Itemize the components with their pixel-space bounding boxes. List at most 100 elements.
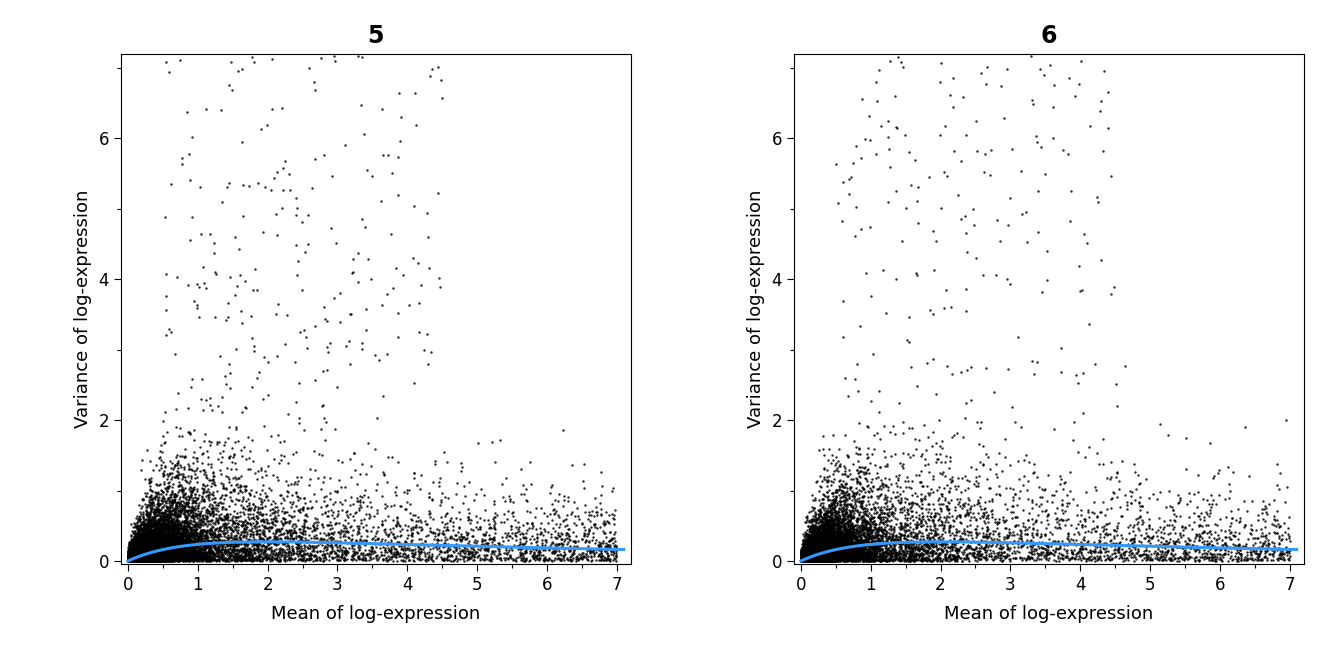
Point — [1122, 548, 1144, 558]
Point — [821, 540, 843, 551]
Point — [132, 495, 153, 505]
Point — [790, 552, 812, 563]
Point — [911, 498, 933, 509]
Point — [1251, 503, 1273, 514]
Point — [798, 551, 820, 562]
Point — [796, 550, 817, 560]
Point — [804, 534, 825, 545]
Point — [507, 523, 528, 534]
Point — [800, 543, 821, 554]
Point — [125, 553, 146, 564]
Point — [801, 536, 823, 546]
Point — [851, 536, 872, 547]
Point — [812, 523, 833, 534]
Point — [943, 534, 965, 544]
Point — [181, 485, 203, 496]
Point — [796, 552, 817, 562]
Point — [132, 542, 153, 553]
Point — [145, 554, 167, 565]
Point — [1136, 545, 1157, 556]
Point — [876, 549, 898, 560]
Point — [134, 550, 156, 561]
Point — [118, 553, 140, 564]
Point — [892, 522, 914, 533]
Point — [832, 537, 853, 548]
Point — [152, 553, 173, 564]
Point — [169, 547, 191, 558]
Point — [817, 550, 839, 561]
Point — [152, 544, 173, 555]
Point — [136, 530, 157, 540]
Point — [808, 535, 829, 546]
Point — [851, 524, 872, 535]
Point — [1160, 534, 1181, 545]
Point — [120, 554, 141, 564]
Point — [409, 534, 430, 544]
Point — [818, 539, 840, 550]
Point — [874, 554, 895, 565]
Point — [120, 547, 141, 558]
Point — [132, 551, 153, 562]
Point — [792, 554, 813, 564]
Point — [942, 520, 964, 531]
Point — [324, 55, 345, 66]
Point — [288, 531, 309, 542]
Point — [122, 555, 144, 566]
Point — [132, 539, 153, 550]
Point — [284, 527, 305, 538]
Point — [817, 527, 839, 538]
Point — [270, 515, 292, 526]
Point — [145, 556, 167, 566]
Point — [1232, 554, 1254, 565]
Point — [126, 556, 148, 566]
Point — [809, 554, 831, 564]
Point — [126, 545, 148, 556]
Point — [145, 540, 167, 551]
Point — [806, 543, 828, 554]
Point — [161, 550, 183, 560]
Point — [218, 512, 239, 523]
Point — [124, 551, 145, 562]
Point — [176, 535, 198, 546]
Point — [227, 528, 249, 539]
Point — [157, 554, 179, 564]
Point — [883, 542, 905, 553]
Point — [355, 509, 376, 519]
Point — [544, 495, 566, 505]
Point — [562, 552, 583, 563]
Point — [184, 548, 206, 558]
Point — [149, 491, 171, 502]
Point — [122, 544, 144, 555]
Point — [860, 539, 882, 550]
Point — [859, 523, 880, 534]
Point — [804, 556, 825, 566]
Point — [149, 545, 171, 556]
Point — [138, 535, 160, 546]
Point — [157, 543, 179, 554]
Point — [136, 556, 157, 566]
Point — [845, 532, 867, 542]
Point — [202, 528, 223, 539]
Point — [128, 552, 149, 562]
Point — [140, 546, 161, 556]
Point — [126, 536, 148, 547]
Point — [852, 515, 874, 526]
Point — [159, 538, 180, 549]
Point — [849, 497, 871, 507]
Point — [809, 516, 831, 527]
Point — [821, 551, 843, 562]
Point — [136, 521, 157, 532]
Point — [128, 543, 149, 554]
Point — [817, 549, 839, 560]
Point — [146, 488, 168, 499]
Point — [121, 554, 142, 564]
Point — [215, 532, 237, 542]
Point — [820, 542, 841, 553]
Point — [813, 554, 835, 564]
Point — [828, 543, 849, 554]
Point — [332, 550, 353, 560]
Point — [825, 451, 847, 462]
Point — [305, 530, 327, 540]
Point — [595, 532, 617, 542]
Point — [121, 554, 142, 564]
